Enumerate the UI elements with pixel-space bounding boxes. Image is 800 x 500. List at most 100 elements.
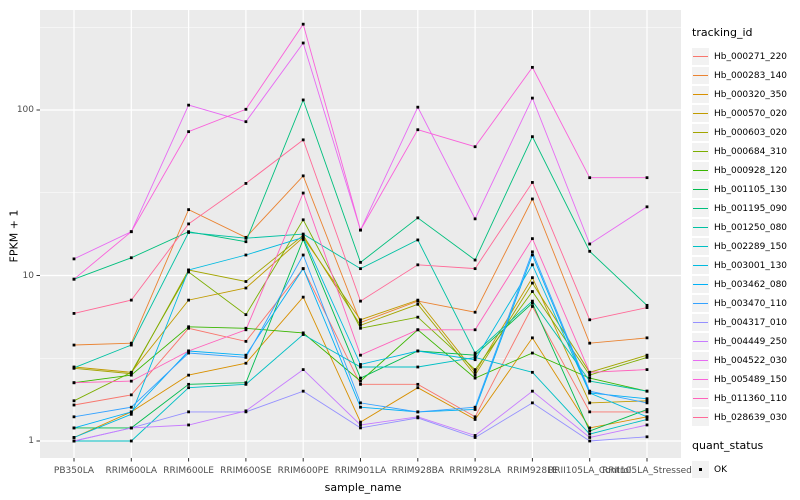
data-point <box>187 208 190 212</box>
data-point <box>129 410 133 414</box>
data-point <box>588 401 592 405</box>
data-point <box>645 401 649 405</box>
data-point <box>187 103 190 107</box>
legend-key-line <box>693 398 708 400</box>
data-point <box>359 260 362 264</box>
data-point <box>645 176 649 180</box>
data-point <box>359 323 362 327</box>
data-point <box>416 302 420 306</box>
data-point <box>301 138 305 142</box>
data-point <box>187 349 190 353</box>
legend-label: Hb_001195_090 <box>714 203 788 214</box>
data-point <box>645 368 649 372</box>
data-point <box>359 321 362 324</box>
legend-key-line <box>693 94 708 96</box>
legend-key-swatch <box>692 105 709 122</box>
data-point <box>244 409 248 413</box>
data-point <box>301 41 305 45</box>
data-point <box>416 263 420 267</box>
legend-key-line <box>693 341 708 343</box>
legend-item-Hb_011360_110: Hb_011360_110 <box>692 389 798 408</box>
legend-title-tracking-id: tracking_id <box>692 26 753 39</box>
data-point <box>416 386 420 390</box>
data-point <box>531 336 534 340</box>
data-point <box>473 145 477 149</box>
data-point <box>645 336 649 340</box>
data-point <box>645 306 649 309</box>
legend-key-line <box>693 227 708 229</box>
data-point <box>187 382 190 386</box>
data-point <box>645 303 649 307</box>
data-point <box>244 328 248 332</box>
data-point <box>359 423 362 427</box>
data-point <box>416 365 420 369</box>
legend-label: Hb_000271_220 <box>714 51 788 62</box>
legend-label: Hb_000320_350 <box>714 89 788 100</box>
data-point <box>187 325 190 329</box>
x-tick-label: RRIM928BA <box>391 466 445 476</box>
legend-item-Hb_000570_020: Hb_000570_020 <box>692 104 798 123</box>
data-point <box>416 298 420 302</box>
data-point <box>473 418 477 421</box>
data-point <box>301 191 305 195</box>
data-point <box>588 318 592 322</box>
data-point <box>359 379 362 383</box>
legend-key-swatch <box>692 314 709 331</box>
data-point <box>129 343 133 347</box>
legend-item-Hb_003001_130: Hb_003001_130 <box>692 256 798 275</box>
data-point <box>588 429 592 433</box>
data-point <box>244 280 248 283</box>
data-point <box>588 432 592 436</box>
legend-key-line <box>693 170 708 172</box>
legend-item-Hb_003462_080: Hb_003462_080 <box>692 275 798 294</box>
legend-key-swatch <box>692 371 709 388</box>
legend-item-Hb_004317_010: Hb_004317_010 <box>692 313 798 332</box>
x-tick-label: RRIM600PE <box>277 466 329 476</box>
legend-key-line <box>693 246 708 248</box>
legend-label: OK <box>714 464 727 475</box>
data-point <box>129 341 133 345</box>
data-point <box>244 382 248 386</box>
legend-key-swatch <box>692 86 709 103</box>
legend-label: Hb_004449_250 <box>714 336 788 347</box>
data-point <box>244 120 248 124</box>
data-point <box>645 415 649 419</box>
legend-label: Hb_004522_030 <box>714 355 788 366</box>
legend-label: Hb_004317_010 <box>714 317 788 328</box>
data-point <box>129 405 133 409</box>
data-point <box>244 240 248 244</box>
data-point <box>301 232 305 236</box>
data-point <box>187 326 190 330</box>
data-point <box>473 376 477 380</box>
data-point <box>129 439 133 443</box>
data-point <box>645 397 649 401</box>
legend-label: Hb_000684_310 <box>714 146 788 157</box>
x-tick-label: RRII105LA_Stressed <box>602 466 692 476</box>
data-point <box>416 410 420 414</box>
quant-legend-items: OK <box>692 460 798 479</box>
data-point <box>359 353 362 357</box>
data-point <box>359 420 362 424</box>
legend-key-swatch <box>692 67 709 84</box>
data-point <box>588 341 592 345</box>
data-point <box>129 370 133 374</box>
legend-title-quant-status: quant_status <box>692 439 764 452</box>
legend-key-line <box>693 303 708 305</box>
legend-key-swatch <box>692 124 709 141</box>
data-point <box>473 370 477 374</box>
data-point <box>359 426 362 430</box>
legend-item-Hb_000603_020: Hb_000603_020 <box>692 123 798 142</box>
data-point <box>187 270 190 274</box>
legend-key-swatch <box>692 461 709 478</box>
data-point <box>588 436 592 439</box>
data-point <box>72 436 76 439</box>
data-point <box>187 423 190 427</box>
data-point <box>244 253 248 257</box>
data-point <box>72 403 76 407</box>
data-point <box>416 382 420 386</box>
data-point <box>531 181 534 184</box>
legend-label: Hb_002289_150 <box>714 241 788 252</box>
data-point <box>187 130 190 134</box>
